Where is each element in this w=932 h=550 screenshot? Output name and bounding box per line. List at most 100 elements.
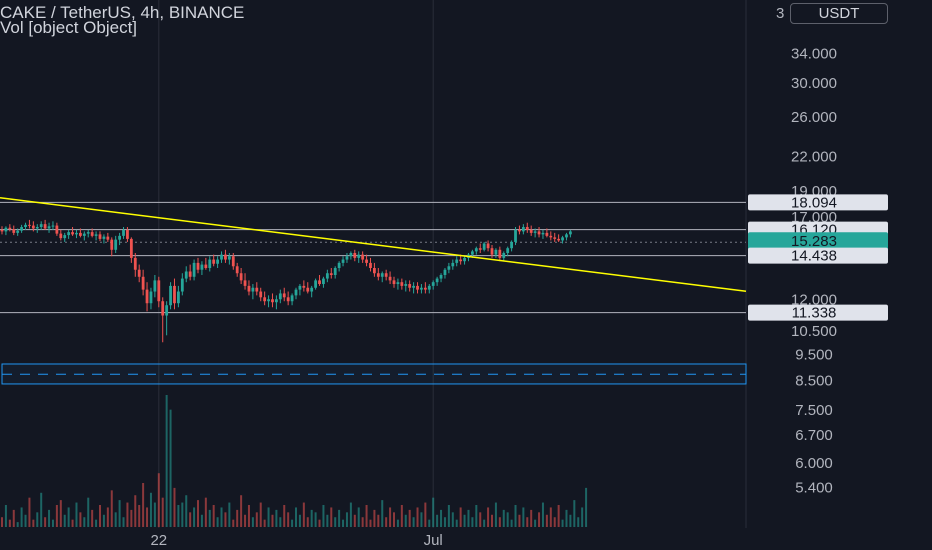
candle	[51, 221, 55, 230]
volume-bar	[412, 517, 415, 527]
volume-bar	[185, 495, 188, 527]
time-axis[interactable]: 22 Jul	[150, 532, 442, 549]
candle	[447, 262, 451, 274]
candle	[439, 273, 443, 283]
volume-bar	[267, 507, 270, 527]
candle	[4, 226, 8, 236]
volume-bar	[322, 505, 325, 527]
candle-body	[557, 238, 561, 241]
candle	[106, 232, 110, 242]
volume-bar	[228, 502, 231, 527]
volume-bar	[522, 507, 525, 527]
candle	[376, 268, 380, 281]
level-price-tag	[748, 247, 888, 264]
current-price-value: 15.283	[791, 233, 837, 250]
volume-bar	[487, 507, 490, 527]
candle-body	[302, 285, 306, 288]
candle-body	[47, 226, 51, 229]
volume-bar	[1, 517, 3, 527]
candle-body	[227, 256, 231, 260]
candle	[196, 257, 200, 274]
candle	[529, 225, 533, 236]
volume-bar	[545, 514, 548, 527]
candle-body	[322, 278, 325, 285]
volume-bar	[440, 509, 443, 527]
candle-body	[4, 227, 8, 232]
candle	[173, 278, 176, 310]
candle	[416, 282, 419, 294]
volume-bar	[443, 517, 446, 527]
volume-bar	[538, 512, 541, 527]
candle	[94, 231, 98, 241]
candle-body	[106, 236, 110, 240]
candle-body	[521, 227, 525, 232]
candle-body	[502, 252, 506, 258]
candle	[525, 222, 529, 233]
candle-body	[149, 291, 153, 304]
price-tick-label: 6.000	[795, 455, 833, 472]
candle-body	[165, 305, 169, 316]
candle	[392, 276, 396, 288]
volume-bar	[279, 517, 282, 527]
candle-body	[380, 273, 384, 277]
candle-body	[239, 273, 243, 281]
candle	[192, 259, 196, 281]
candle	[208, 256, 212, 272]
trendline-layer	[0, 197, 747, 293]
candle-body	[510, 241, 513, 249]
volume-bar	[63, 514, 66, 527]
candle	[463, 256, 466, 265]
candle-body	[12, 229, 16, 233]
level-price-value: 11.338	[792, 305, 837, 322]
currency-selector[interactable]: USDT	[790, 3, 888, 24]
candle-body	[533, 231, 537, 233]
volume-bar	[467, 509, 470, 527]
candle-body	[51, 225, 55, 227]
candle-body	[43, 224, 47, 229]
candle-body	[525, 227, 529, 230]
candle-body	[247, 285, 251, 292]
candle-body	[192, 262, 196, 277]
candle-body	[98, 234, 102, 239]
volume-bar	[134, 495, 137, 527]
volume-bar	[102, 514, 105, 527]
volume-bar	[275, 509, 278, 527]
candle-body	[110, 239, 114, 250]
candle-body	[357, 254, 361, 258]
volume-bar	[220, 507, 223, 527]
candle	[478, 243, 482, 253]
candle-body	[506, 248, 510, 253]
volume-bar	[338, 509, 341, 527]
candle	[114, 235, 118, 253]
candle-body	[157, 280, 161, 302]
volume-bar	[79, 512, 82, 527]
candle	[282, 287, 286, 302]
candle-body	[153, 280, 157, 292]
volume-bar	[381, 500, 384, 527]
candle-body	[137, 269, 141, 277]
volume-bar	[361, 517, 364, 527]
volume-bar	[530, 509, 533, 527]
candle	[12, 225, 16, 236]
candle	[310, 285, 314, 298]
candle	[482, 241, 486, 252]
volume-bar	[306, 517, 309, 527]
volume-bar	[424, 502, 427, 527]
candle	[184, 266, 188, 283]
candle	[263, 291, 267, 306]
volume-bar	[318, 519, 321, 527]
price-tick-label: 9.500	[795, 346, 833, 363]
candle-body	[361, 254, 365, 260]
volume-bar	[200, 514, 203, 527]
volume-indicator-label: Vol [object Object]	[0, 18, 138, 37]
candle-body	[118, 235, 121, 240]
candle-body	[129, 238, 133, 258]
candle-body	[177, 291, 180, 304]
candle	[71, 227, 74, 236]
candle	[24, 222, 27, 230]
candle	[498, 246, 502, 262]
volume-bar	[28, 497, 31, 527]
candle-body	[569, 231, 572, 235]
candle	[455, 256, 459, 267]
